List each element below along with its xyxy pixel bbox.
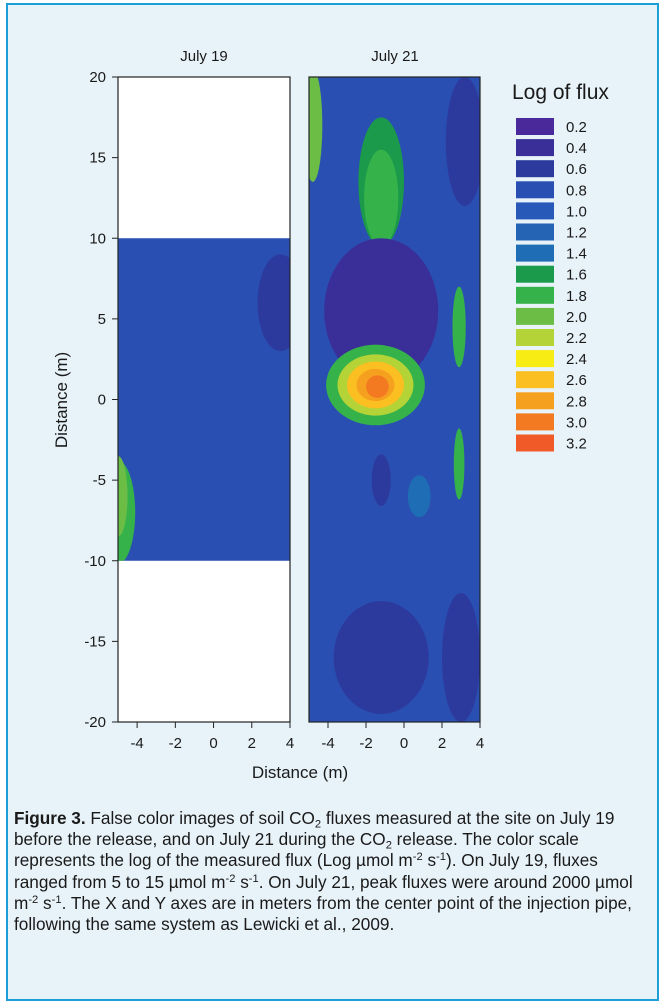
y-tick-label: 5 [98,311,106,328]
legend-label: 1.4 [566,246,587,263]
flux-contour-region [364,149,399,247]
legend-label: 1.2 [566,225,587,242]
x-tick-label: -4 [321,735,334,752]
caption-text: . The X and Y axes are in meters from th… [14,892,632,935]
x-tick-label: -4 [130,735,143,752]
x-axis-ticks-july-21: -4 -2 0 2 4 [321,722,484,752]
legend-label: 3.0 [566,414,587,431]
flux-contour-region [324,238,439,384]
x-tick-label: -2 [359,735,372,752]
y-tick-label: 15 [89,150,106,167]
flux-contour-region [442,593,480,722]
flux-contour-region [333,601,429,714]
legend-swatch [516,160,554,178]
legend-swatch [516,350,554,368]
legend-label: 0.4 [566,140,587,157]
caption-sup: -2 [412,851,423,864]
caption-text: s [38,892,52,913]
y-axis-label: Distance (m) [52,352,71,448]
legend-label: 2.4 [566,351,587,368]
flux-contour-region [257,254,290,352]
flux-contour-region [371,454,391,506]
x-tick-label: -2 [169,735,182,752]
y-axis-ticks: 20 15 10 5 0 -5 -10 -15 -20 [84,69,118,731]
legend-label: 2.6 [566,372,587,389]
x-axis-ticks-july-19: -4 -2 0 2 4 [130,722,294,752]
x-tick-label: 0 [400,735,408,752]
legend-title: Log of flux [512,81,609,104]
caption-sup: -1 [248,872,259,885]
y-tick-label: 0 [98,392,106,409]
legend-swatch [516,244,554,262]
legend-swatch [516,307,554,325]
legend-label: 1.6 [566,267,587,284]
caption-sub: 2 [314,818,322,831]
panel-july-21-frame [308,76,481,723]
x-axis-label: Distance (m) [252,763,348,782]
caption-sup: -2 [28,893,39,906]
legend-swatch [516,371,554,389]
legend: 0.2 0.4 0.6 0.8 1.0 1.2 1.4 1.6 1.8 2.0 2.2 2.4 2.6 2… [516,118,587,453]
y-tick-label: -5 [93,472,106,489]
legend-swatch [516,329,554,346]
y-tick-label: -10 [84,553,106,570]
flux-contour-region [453,428,465,500]
x-tick-label: 4 [476,735,484,752]
x-tick-label: 0 [209,735,217,752]
legend-label: 0.6 [566,161,587,178]
flux-contour-region [445,77,480,206]
flux-contour-region [366,375,389,398]
legend-label: 1.8 [566,288,587,305]
caption-sup: -1 [436,851,446,864]
legend-swatch [516,118,554,135]
legend-swatch [516,223,554,241]
y-tick-label: -20 [84,714,106,731]
y-tick-label: 20 [89,69,106,86]
legend-swatch [516,202,554,220]
legend-label: 2.0 [566,309,587,326]
caption-sub: 2 [385,839,392,852]
legend-swatch [516,265,554,283]
caption-text: release. The color scale represents the … [14,829,579,871]
panel-title-july-21: July 21 [371,48,419,65]
y-tick-label: 10 [89,230,106,247]
caption-text: False color images of soil CO [85,808,315,828]
figure-caption: Figure 3. False color images of soil CO2… [14,808,644,935]
flux-contour-region [407,475,431,518]
legend-swatch [516,392,554,410]
y-tick-label: -15 [84,633,106,650]
flux-contour-region [118,455,128,537]
caption-text: . On July 21, peak fluxes were around 20… [14,871,633,913]
legend-label: 0.8 [566,182,587,199]
legend-label: 0.2 [566,119,587,136]
caption-text: s [422,850,437,871]
panel-july-21-plot [309,77,480,722]
legend-swatch [516,434,554,452]
x-tick-label: 2 [248,735,256,752]
x-tick-label: 4 [286,735,294,752]
legend-swatch [516,286,554,304]
flux-contour-region [452,286,466,368]
legend-label: 3.2 [566,436,587,453]
caption-label: Figure 3. [14,808,86,828]
caption-text: fluxes measured at the site on July 19 b… [14,808,615,850]
panel-july-19-plot [118,77,290,722]
legend-swatch [516,181,554,199]
caption-sup: -2 [225,872,236,885]
legend-label: 2.2 [566,330,587,347]
legend-label: 1.0 [566,203,587,220]
x-tick-label: 2 [438,735,446,752]
legend-swatch [516,413,554,431]
caption-text: ). On July 19, fluxes ranged from 5 to 1… [14,850,598,892]
caption-sup: -1 [51,893,62,906]
flux-contour-region [309,77,323,182]
legend-swatch [516,139,554,157]
panel-title-july-19: July 19 [180,48,228,65]
legend-label: 2.8 [566,393,587,410]
caption-text: s [235,871,249,892]
